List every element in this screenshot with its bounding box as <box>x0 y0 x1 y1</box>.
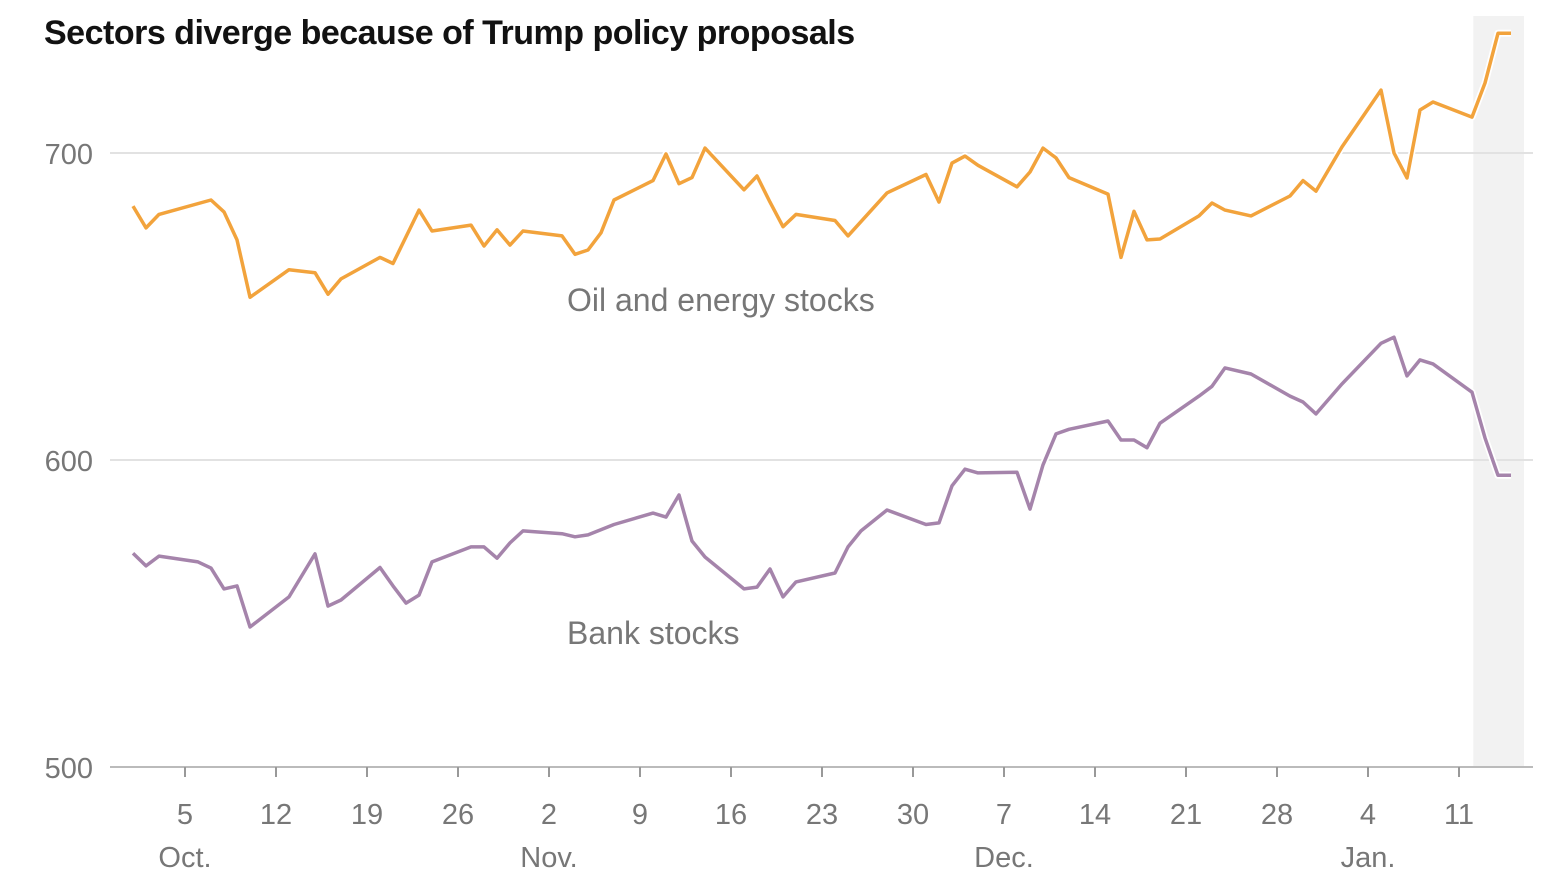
x-tick-label: 4 <box>1360 799 1376 831</box>
x-tick-label: 19 <box>351 799 383 831</box>
y-tick-label: 600 <box>45 446 93 478</box>
series-line-oil <box>131 31 1511 300</box>
x-tick-label: 23 <box>806 799 838 831</box>
x-tick-label: 21 <box>1170 799 1202 831</box>
x-month-label: Oct. <box>158 842 211 874</box>
series-label-oil: Oil and energy stocks <box>567 282 875 318</box>
x-month-label: Jan. <box>1341 842 1396 874</box>
x-tick-label: 14 <box>1079 799 1111 831</box>
series-label-bank: Bank stocks <box>567 615 740 651</box>
x-month-label: Dec. <box>974 842 1034 874</box>
x-tick-label: 26 <box>442 799 474 831</box>
y-tick-label: 700 <box>45 139 93 171</box>
x-tick-label: 7 <box>996 799 1012 831</box>
x-tick-label: 16 <box>715 799 747 831</box>
x-tick-label: 2 <box>541 799 557 831</box>
x-month-label: Nov. <box>520 842 577 874</box>
x-tick-label: 28 <box>1261 799 1293 831</box>
series-halo <box>129 29 1511 301</box>
y-tick-label: 500 <box>45 753 93 785</box>
series-halo <box>130 333 1511 631</box>
series-line-bank <box>131 335 1511 629</box>
x-tick-label: 5 <box>177 799 193 831</box>
x-tick-label: 11 <box>1444 799 1474 831</box>
x-tick-label: 12 <box>260 799 292 831</box>
x-tick-label: 9 <box>632 799 648 831</box>
shaded-region <box>1473 16 1524 767</box>
chart-title: Sectors diverge because of Trump policy … <box>44 14 855 52</box>
x-tick-label: 30 <box>897 799 929 831</box>
